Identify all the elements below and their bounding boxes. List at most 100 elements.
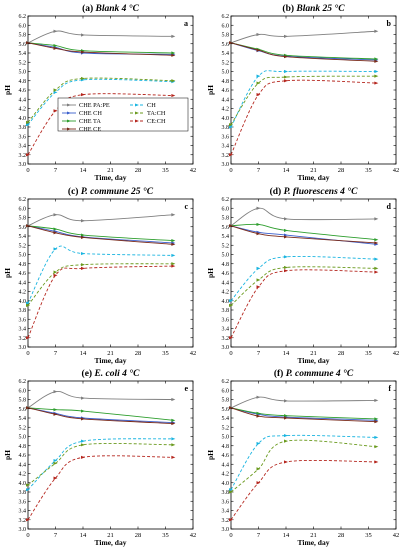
data-point — [81, 76, 85, 81]
data-point — [171, 79, 176, 83]
y-tick-label: 4.8 — [19, 444, 27, 450]
x-axis-label: Time, day — [95, 356, 127, 365]
data-point — [26, 518, 30, 522]
x-tick-label: 14 — [80, 167, 87, 174]
series-line — [27, 30, 174, 44]
y-tick-label: 4.4 — [222, 97, 230, 103]
y-tick-label: 3.8 — [19, 308, 27, 314]
legend-marker — [135, 119, 139, 123]
series-line — [230, 79, 377, 155]
data-point — [374, 217, 379, 221]
data-point — [284, 265, 288, 270]
y-tick-label: 3.2 — [222, 518, 230, 524]
x-tick-label: 35 — [365, 532, 372, 539]
data-point — [81, 443, 85, 447]
panel-title: (e) E. coli 4 °C — [82, 368, 141, 379]
plot-frame — [230, 15, 397, 165]
data-point — [171, 239, 176, 243]
y-tick-label: 3.4 — [19, 144, 27, 150]
y-tick-label: 3.4 — [222, 327, 230, 333]
corner-letter: d — [387, 202, 392, 211]
data-point — [171, 242, 176, 246]
series-line — [27, 407, 174, 424]
y-tick-label: 5.4 — [19, 416, 27, 422]
y-tick-label: 3.4 — [19, 509, 27, 515]
y-tick-label: 4.4 — [19, 280, 27, 286]
y-tick-label: 5.6 — [19, 42, 27, 48]
series-line — [230, 42, 377, 62]
data-point — [53, 44, 58, 48]
panel-title: (c) P. commune 25 °C — [68, 186, 154, 197]
y-tick-label: 4.6 — [222, 88, 230, 94]
data-point — [374, 57, 379, 61]
y-tick-label: 5.6 — [222, 42, 230, 48]
y-tick-label: 4.6 — [19, 88, 27, 94]
legend-entry: CHE PA:PE — [79, 102, 110, 109]
y-tick-label: 3.0 — [222, 345, 230, 351]
legend-entry: CHE CH — [79, 110, 102, 117]
y-axis-label: pH — [3, 268, 12, 278]
y-tick-label: 5.0 — [222, 253, 230, 259]
data-point — [256, 467, 261, 471]
panel-title: (b) Blank 25 °C — [282, 3, 345, 14]
data-point — [171, 253, 176, 258]
y-tick-label: 6.0 — [222, 23, 230, 29]
x-tick-label: 35 — [162, 167, 169, 174]
data-point — [81, 251, 85, 256]
y-tick-label: 3.6 — [19, 134, 27, 140]
data-point — [284, 399, 288, 403]
data-point — [81, 266, 85, 270]
data-point — [284, 416, 288, 420]
data-point — [284, 269, 288, 273]
data-point — [53, 273, 58, 277]
x-axis-label: Time, day — [95, 538, 127, 547]
y-axis-label: pH — [3, 450, 12, 460]
data-point — [53, 412, 58, 416]
y-tick-label: 4.8 — [222, 262, 230, 268]
series-line — [230, 223, 377, 241]
data-point — [256, 232, 261, 236]
y-tick-label: 5.6 — [222, 225, 230, 231]
data-point — [284, 75, 288, 79]
y-tick-label: 5.8 — [222, 33, 230, 39]
y-tick-label: 5.8 — [19, 398, 27, 404]
x-tick-label: 0 — [229, 167, 232, 174]
legend-marker — [67, 127, 71, 131]
y-tick-label: 3.8 — [19, 125, 27, 131]
series-line — [27, 407, 174, 424]
y-tick-label: 3.8 — [222, 308, 230, 314]
y-tick-label: 6.0 — [19, 388, 27, 394]
data-point — [171, 421, 176, 426]
data-point — [374, 445, 379, 449]
y-tick-label: 3.6 — [19, 499, 27, 505]
data-point — [81, 417, 85, 421]
data-point — [53, 408, 58, 412]
data-point — [53, 476, 58, 480]
series-line — [230, 255, 377, 302]
y-tick-label: 4.0 — [19, 481, 27, 487]
y-tick-label: 6.2 — [222, 197, 230, 203]
data-point — [284, 255, 288, 259]
data-point — [284, 228, 288, 233]
legend-marker — [67, 119, 71, 123]
x-tick-label: 42 — [190, 167, 197, 174]
y-axis-label: pH — [206, 450, 215, 460]
data-point — [229, 41, 233, 45]
y-tick-label: 4.2 — [222, 290, 230, 296]
series-line — [27, 77, 174, 123]
data-point — [81, 50, 85, 54]
y-tick-label: 4.8 — [19, 79, 27, 85]
y-tick-label: 6.0 — [19, 206, 27, 212]
y-tick-label: 4.2 — [222, 472, 230, 478]
x-tick-label: 28 — [338, 350, 345, 357]
x-tick-label: 21 — [107, 350, 114, 357]
data-point — [229, 518, 233, 522]
x-tick-label: 7 — [257, 350, 261, 357]
series-line — [230, 207, 377, 227]
y-tick-label: 4.2 — [19, 472, 27, 478]
data-point — [256, 278, 261, 282]
legend-entry: CE:CH — [147, 118, 166, 125]
x-axis-label: Time, day — [298, 538, 330, 547]
legend-marker — [67, 103, 71, 107]
data-point — [81, 235, 85, 239]
